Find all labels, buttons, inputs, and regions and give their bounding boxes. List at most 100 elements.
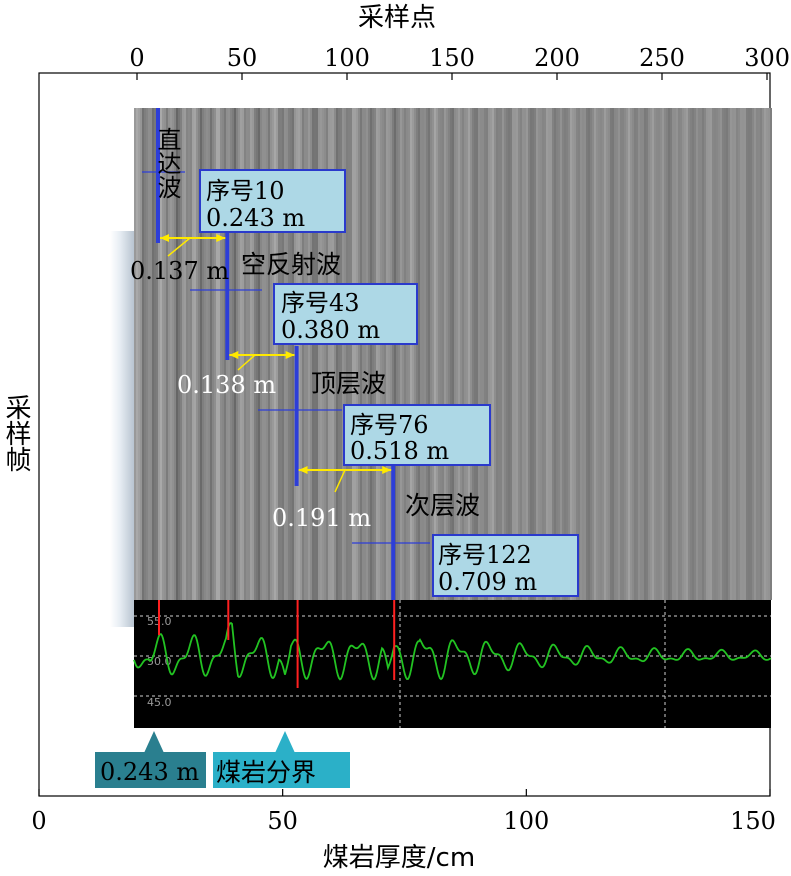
label-box-1 — [199, 169, 346, 233]
seismic-stripe — [172, 108, 174, 600]
seismic-stripe — [448, 108, 450, 600]
seismic-stripe — [622, 108, 624, 600]
seismic-stripe — [224, 108, 226, 600]
seismic-stripe — [476, 108, 478, 600]
seismic-stripe — [652, 108, 654, 600]
seismic-stripe — [762, 108, 764, 600]
seismic-stripe — [340, 108, 342, 600]
seismic-stripe — [618, 108, 620, 600]
seismic-stripe — [756, 108, 758, 600]
top-tick-label: 150 — [429, 44, 475, 72]
interval-label-1: 0.137 m — [130, 257, 229, 285]
seismic-stripe — [522, 108, 524, 600]
seismic-stripe — [388, 108, 390, 600]
seismic-stripe — [206, 108, 208, 600]
top-tick-label: 50 — [227, 44, 258, 72]
seismic-stripe — [736, 108, 738, 600]
seismic-stripe — [304, 108, 306, 600]
seismic-stripe — [428, 108, 430, 600]
seismic-stripe — [718, 108, 720, 600]
seismic-stripe — [620, 108, 622, 600]
marker-triangle-2 — [275, 731, 295, 753]
seismic-stripe — [592, 108, 594, 600]
seismic-stripe — [432, 108, 434, 600]
seismic-stripe — [216, 108, 218, 600]
seismic-stripe — [420, 108, 422, 600]
seismic-stripe — [440, 108, 442, 600]
seismic-stripe — [418, 108, 420, 600]
seismic-stripe — [474, 108, 476, 600]
bottom-axis-title: 煤岩厚度/cm — [323, 843, 475, 873]
seismic-stripe — [560, 108, 562, 600]
seismic-stripe — [730, 108, 732, 600]
seismic-stripe — [602, 108, 604, 600]
seismic-stripe — [754, 108, 756, 600]
seismic-stripe — [180, 108, 182, 600]
seismic-stripe — [344, 108, 346, 600]
seismic-stripe — [660, 108, 662, 600]
marker-box-1 — [95, 752, 206, 788]
seismic-stripe — [744, 108, 746, 600]
seismic-stripe — [362, 108, 364, 600]
seismic-stripe — [190, 108, 192, 600]
seismic-stripe — [320, 108, 322, 600]
seismic-stripe — [462, 108, 464, 600]
seismic-stripe — [534, 108, 536, 600]
seismic-stripe — [444, 108, 446, 600]
waveform-line — [133, 621, 772, 681]
seismic-stripe — [588, 108, 590, 600]
seismic-stripe — [144, 108, 146, 600]
seismic-stripe — [510, 108, 512, 600]
seismic-stripe — [624, 108, 626, 600]
marker-triangle-1 — [144, 731, 164, 753]
marker-label-2: 煤岩分界 — [216, 758, 316, 787]
inset-background — [134, 600, 771, 728]
seismic-stripe — [212, 108, 214, 600]
seismic-stripe — [348, 108, 350, 600]
seismic-stripe — [606, 108, 608, 600]
seismic-stripe — [410, 108, 412, 600]
seismic-stripe — [374, 108, 376, 600]
seismic-stripe — [460, 108, 462, 600]
seismic-stripe — [546, 108, 548, 600]
seismic-stripe — [300, 108, 302, 600]
interval-arrowhead-left-2 — [229, 351, 239, 359]
seismic-stripe — [524, 108, 526, 600]
seismic-stripe — [136, 108, 138, 600]
seismic-stripe — [150, 108, 152, 600]
interval-arrowhead-left-3 — [298, 466, 308, 474]
seismic-stripe — [490, 108, 492, 600]
seismic-stripe — [568, 108, 570, 600]
seismic-stripe — [764, 108, 766, 600]
seismic-stripe — [416, 108, 418, 600]
seismic-stripe — [138, 108, 140, 600]
seismic-stripe — [438, 108, 440, 600]
seismic-stripe — [184, 108, 186, 600]
seismic-stripe — [188, 108, 190, 600]
seismic-stripe — [346, 108, 348, 600]
seismic-stripe — [498, 108, 500, 600]
waveform-inset: 55.0 50.0 45.0 — [133, 600, 772, 728]
seismic-stripe — [302, 108, 304, 600]
seismic-stripe — [390, 108, 392, 600]
seismic-stripe — [350, 108, 352, 600]
seismic-stripe — [210, 108, 212, 600]
seismic-stripe — [408, 108, 410, 600]
seismic-stripe — [666, 108, 668, 600]
seismic-stripe — [582, 108, 584, 600]
seismic-stripe — [484, 108, 486, 600]
interval-arrowhead-right-2 — [285, 351, 295, 359]
bottom-axis: 0 50 100 150 — [31, 789, 776, 835]
seismic-stripe — [380, 108, 382, 600]
seismic-stripe — [494, 108, 496, 600]
seismic-stripe — [572, 108, 574, 600]
seismic-stripe — [658, 108, 660, 600]
seismic-stripe — [640, 108, 642, 600]
interval-arrowhead-left-1 — [160, 234, 169, 242]
seismic-stripe — [596, 108, 598, 600]
label-box-3-depth: 0.518 m — [350, 437, 449, 465]
seismic-stripe — [372, 108, 374, 600]
seismic-stripe — [530, 108, 532, 600]
seismic-stripe — [414, 108, 416, 600]
seismic-stripe — [738, 108, 740, 600]
